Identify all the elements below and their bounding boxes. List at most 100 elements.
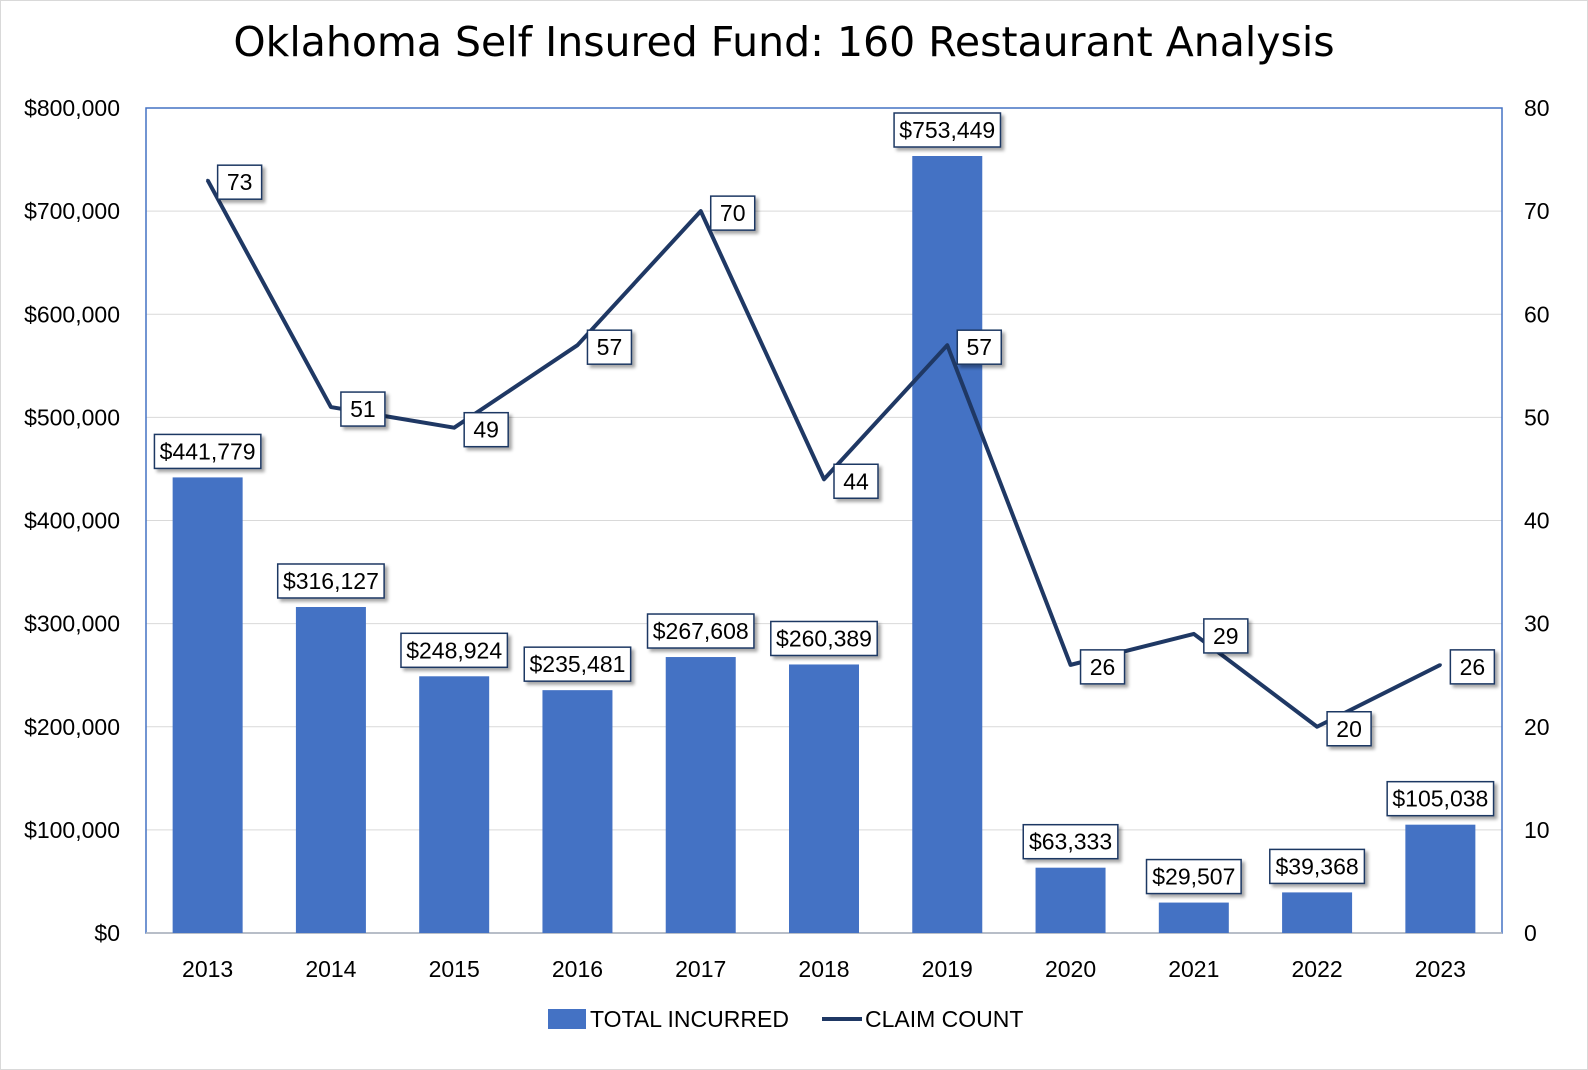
bar [1035, 867, 1106, 933]
y-left-tick-label: $500,000 [24, 404, 120, 430]
y-left-tick-label: $800,000 [24, 95, 120, 121]
bar [1158, 902, 1229, 933]
x-tick-label: 2022 [1292, 956, 1343, 982]
y-left-tick-label: $0 [94, 920, 120, 946]
bars [172, 156, 1476, 933]
bar-value-label: $316,127 [276, 563, 385, 599]
line-value-label: 20 [1326, 711, 1372, 747]
y-right-tick-label: 10 [1524, 817, 1550, 843]
svg-text:$267,608: $267,608 [653, 618, 749, 644]
line-point [699, 209, 703, 213]
line-point [945, 343, 949, 347]
bar-value-label: $248,924 [400, 632, 509, 669]
line-value-label: 73 [216, 164, 263, 200]
svg-text:$29,507: $29,507 [1152, 864, 1235, 890]
chart-title: Oklahoma Self Insured Fund: 160 Restaura… [233, 18, 1335, 66]
x-tick-label: 2014 [305, 956, 356, 982]
svg-text:$63,333: $63,333 [1029, 829, 1112, 855]
y-right-tick-label: 0 [1524, 920, 1537, 946]
svg-text:$316,127: $316,127 [283, 568, 379, 594]
svg-text:73: 73 [227, 169, 253, 195]
svg-text:51: 51 [350, 396, 376, 422]
bar-value-label: $63,333 [1022, 823, 1119, 860]
y-right-tick-label: 30 [1524, 611, 1550, 637]
line-value-label: 70 [709, 195, 756, 231]
x-tick-label: 2015 [429, 956, 480, 982]
line-value-label: 51 [340, 391, 386, 427]
x-tick-label: 2016 [552, 956, 603, 982]
y-left-tick-label: $400,000 [24, 508, 120, 534]
svg-text:$753,449: $753,449 [899, 117, 995, 143]
line-point [329, 405, 333, 409]
y-left-tick-label: $200,000 [24, 714, 120, 740]
line-value-label: 26 [1079, 649, 1126, 685]
line-point [206, 178, 210, 182]
y-right-tick-label: 50 [1524, 404, 1550, 430]
bar [1282, 892, 1353, 933]
bar [789, 664, 859, 933]
bar [419, 676, 490, 933]
svg-text:57: 57 [966, 334, 992, 360]
svg-text:$441,779: $441,779 [160, 438, 256, 464]
bar [665, 657, 736, 933]
line-value-label: 57 [586, 329, 633, 365]
data-labels: $441,779 $316,127 $248,924 $235,481 $267,608… [153, 112, 1496, 895]
svg-text:26: 26 [1460, 654, 1486, 680]
y-left-tick-label: $100,000 [24, 817, 120, 843]
line-point [1192, 632, 1196, 636]
y-right-tick-label: 40 [1524, 508, 1550, 534]
line-point [452, 426, 456, 430]
line-point [822, 477, 826, 481]
svg-text:70: 70 [720, 200, 746, 226]
svg-text:$248,924: $248,924 [406, 637, 502, 663]
bar-value-label: $260,389 [770, 620, 878, 657]
x-tick-label: 2021 [1168, 956, 1219, 982]
bar-value-label: $39,368 [1269, 848, 1366, 885]
legend-label-total-incurred: TOTAL INCURRED [590, 1006, 789, 1032]
line-value-label: 57 [956, 329, 1003, 365]
x-tick-label: 2020 [1045, 956, 1096, 982]
legend-bar-swatch [548, 1009, 586, 1029]
bar-value-label: $235,481 [523, 646, 632, 682]
bar-value-label: $441,779 [153, 433, 262, 470]
svg-text:$260,389: $260,389 [776, 625, 872, 651]
x-tick-label: 2023 [1415, 956, 1466, 982]
line-point [1069, 663, 1073, 667]
svg-text:26: 26 [1090, 654, 1116, 680]
bar [542, 690, 613, 933]
x-tick-label: 2017 [675, 956, 726, 982]
line-value-label: 49 [463, 411, 509, 448]
bar-value-label: $29,507 [1145, 858, 1242, 895]
y-right-tick-label: 20 [1524, 714, 1550, 740]
legend: TOTAL INCURRED CLAIM COUNT [548, 1006, 1023, 1032]
svg-text:$235,481: $235,481 [529, 651, 625, 677]
bar [912, 156, 983, 933]
line-value-label: 44 [833, 463, 879, 499]
y-left-tick-label: $600,000 [24, 301, 120, 327]
bar [1405, 824, 1476, 933]
bar [295, 606, 366, 933]
y-right-tick-label: 70 [1524, 198, 1550, 224]
svg-text:44: 44 [843, 468, 869, 494]
line-point [1315, 725, 1319, 729]
y-right-tick-label: 60 [1524, 301, 1550, 327]
y-left-tick-label: $300,000 [24, 611, 120, 637]
x-tick-label: 2013 [182, 956, 233, 982]
line-value-label: 29 [1203, 618, 1249, 654]
line-value-label: 26 [1449, 649, 1496, 685]
svg-text:29: 29 [1213, 623, 1239, 649]
svg-text:57: 57 [597, 334, 623, 360]
svg-text:49: 49 [473, 417, 499, 443]
bar-value-label: $105,038 [1386, 780, 1495, 817]
svg-text:20: 20 [1336, 716, 1362, 742]
svg-text:$39,368: $39,368 [1276, 853, 1359, 879]
line-point [1438, 663, 1442, 667]
svg-text:$105,038: $105,038 [1392, 786, 1488, 812]
bar-value-label: $753,449 [893, 112, 1002, 148]
y-left-tick-label: $700,000 [24, 198, 120, 224]
line-point [575, 343, 579, 347]
bar-value-label: $267,608 [646, 613, 755, 649]
x-tick-label: 2018 [798, 956, 849, 982]
x-tick-label: 2019 [922, 956, 973, 982]
